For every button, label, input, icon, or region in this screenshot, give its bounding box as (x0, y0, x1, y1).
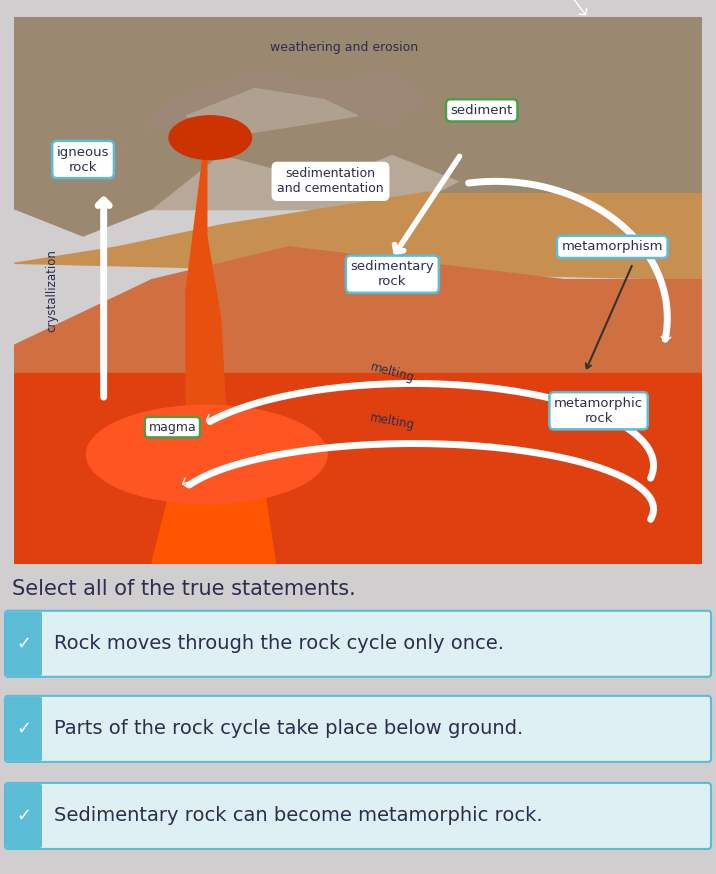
Text: Rock moves through the rock cycle only once.: Rock moves through the rock cycle only o… (54, 635, 504, 653)
Text: Select all of the true statements.: Select all of the true statements. (12, 579, 356, 599)
FancyBboxPatch shape (5, 611, 711, 676)
Ellipse shape (87, 406, 327, 503)
Text: sedimentary
rock: sedimentary rock (351, 260, 434, 288)
Text: igneous
rock: igneous rock (57, 145, 110, 174)
Text: magma: magma (148, 420, 196, 434)
Text: metamorphism: metamorphism (561, 240, 663, 253)
Text: ✓: ✓ (16, 807, 32, 825)
Text: weathering and erosion: weathering and erosion (270, 41, 418, 54)
Text: Parts of the rock cycle take place below ground.: Parts of the rock cycle take place below… (54, 719, 523, 739)
FancyBboxPatch shape (5, 696, 711, 762)
Polygon shape (14, 17, 702, 209)
FancyBboxPatch shape (5, 783, 711, 849)
Polygon shape (14, 17, 702, 236)
FancyBboxPatch shape (6, 784, 42, 848)
Polygon shape (117, 73, 427, 154)
Text: Sedimentary rock can become metamorphic rock.: Sedimentary rock can become metamorphic … (54, 807, 543, 825)
Text: metamorphic
rock: metamorphic rock (554, 397, 643, 425)
Text: ✓: ✓ (16, 635, 32, 653)
Text: sediment: sediment (450, 104, 513, 117)
Polygon shape (152, 427, 276, 564)
Polygon shape (14, 246, 702, 389)
Polygon shape (186, 127, 234, 564)
Text: ✓: ✓ (16, 720, 32, 738)
Text: sedimentation
and cementation: sedimentation and cementation (277, 167, 384, 196)
FancyBboxPatch shape (6, 697, 42, 761)
Polygon shape (440, 17, 702, 192)
Polygon shape (14, 170, 702, 280)
FancyBboxPatch shape (6, 612, 42, 676)
Polygon shape (14, 372, 702, 564)
Text: crystallization: crystallization (46, 249, 59, 332)
Polygon shape (186, 88, 358, 137)
Ellipse shape (169, 115, 251, 159)
Text: melting: melting (369, 360, 416, 385)
Text: melting: melting (369, 412, 416, 432)
